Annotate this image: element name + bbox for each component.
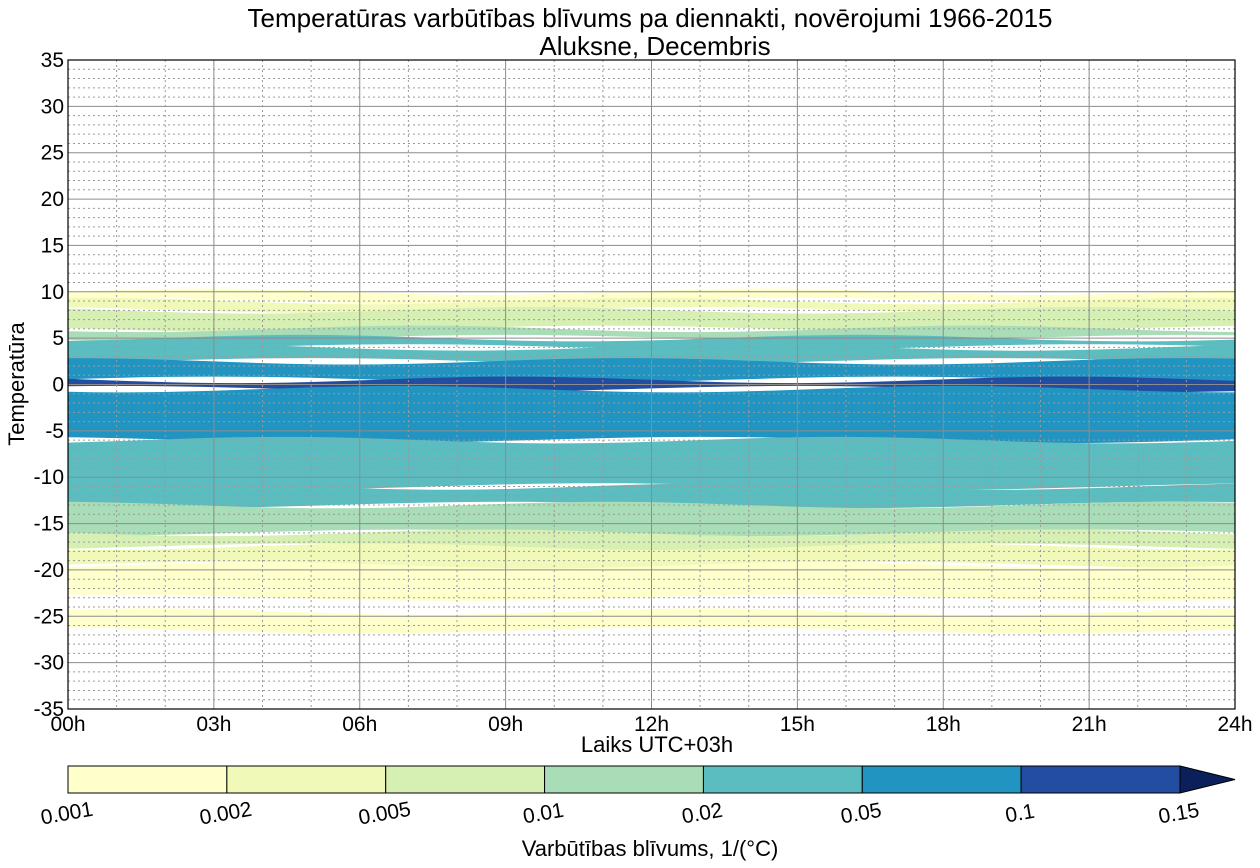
colorbar-segment (861, 765, 1022, 794)
y-axis-label: Temperatūra (4, 321, 29, 445)
plot-frame (67, 59, 1236, 710)
x-tick-label: 15h (780, 713, 815, 736)
x-tick-label: 03h (196, 713, 231, 736)
colorbar-segment (702, 765, 863, 794)
colorbar-segment (1020, 765, 1181, 794)
x-axis-label: Laiks UTC+03h (581, 732, 733, 757)
y-tick-label: 20 (41, 188, 64, 211)
colorbar-tick-label: 0.15 (1157, 799, 1201, 829)
y-tick-label: 35 (41, 49, 64, 72)
y-tick-label: -35 (34, 698, 64, 721)
colorbar-tick-label: 0.002 (198, 798, 254, 830)
colorbar-tick-label: 0.02 (680, 799, 724, 829)
colorbar-tick-label: 0.001 (39, 798, 95, 830)
y-axis-ticks: 35 30 25 20 15 10 5 0 -5 -10 -15 -20 -25 -30 -35 (34, 49, 64, 721)
colorbar-segment (544, 765, 704, 794)
y-tick-label: -30 (34, 652, 64, 675)
colorbar-extend-arrow (1179, 765, 1236, 794)
y-tick-label: 30 (41, 95, 64, 118)
x-tick-label: 18h (926, 713, 961, 736)
y-tick-label: 25 (41, 142, 64, 165)
colorbar-tick-label: 0.01 (521, 799, 565, 829)
chart-subtitle: Aluksne, Decembris (539, 31, 770, 61)
plot-area (67, 59, 1236, 710)
colorbar: 0.001 0.002 0.005 0.01 0.02 0.05 0.1 0.15 (39, 765, 1236, 830)
chart-title: Temperatūras varbūtības blīvums pa dienn… (247, 3, 1052, 33)
colorbar-tick-label: 0.1 (1004, 800, 1037, 828)
colorbar-tick-label: 0.05 (839, 799, 883, 829)
colorbar-tick-label: 0.005 (357, 798, 413, 830)
y-tick-label: -10 (34, 466, 64, 489)
y-tick-label: -20 (34, 559, 64, 582)
y-tick-label: 5 (52, 327, 64, 350)
y-tick-label: -5 (45, 420, 64, 443)
y-tick-label: 15 (41, 234, 64, 257)
x-tick-label: 24h (1217, 713, 1252, 736)
x-tick-label: 21h (1072, 713, 1107, 736)
x-tick-label: 00h (50, 713, 85, 736)
x-tick-label: 12h (634, 713, 669, 736)
colorbar-segment (226, 765, 387, 794)
y-tick-label: 0 (52, 374, 64, 397)
y-tick-label: 10 (41, 281, 64, 304)
x-axis-ticks: 00h 03h 06h 09h 12h 15h 18h 21h 24h (50, 713, 1252, 736)
colorbar-segment (67, 765, 228, 794)
x-tick-label: 06h (342, 713, 377, 736)
x-tick-label: 09h (488, 713, 523, 736)
y-tick-label: -25 (34, 605, 64, 628)
colorbar-label: Varbūtības blīvums, 1/(°C) (522, 836, 779, 861)
y-tick-label: -15 (34, 513, 64, 536)
colorbar-segment (385, 765, 546, 794)
